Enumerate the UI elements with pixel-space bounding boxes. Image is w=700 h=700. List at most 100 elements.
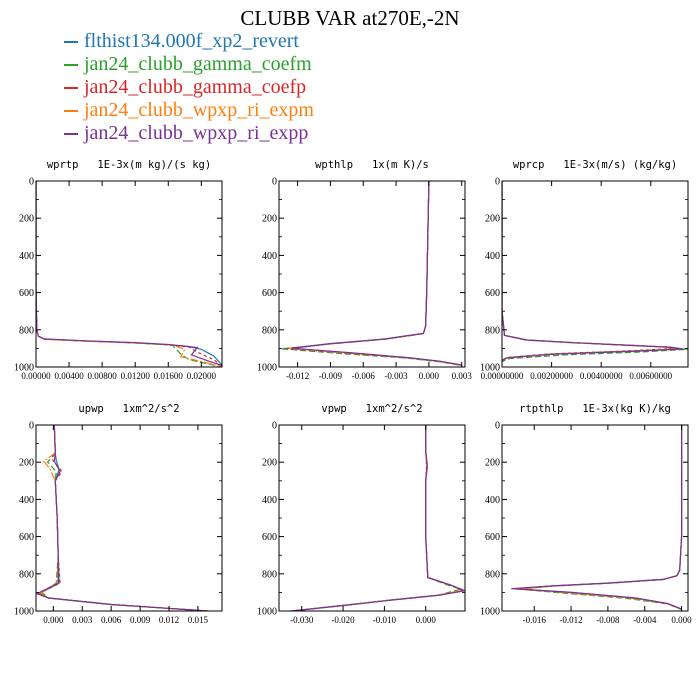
legend-swatch: [64, 41, 78, 44]
x-tick-label: 0.009: [130, 615, 151, 625]
x-tick-label: -0.020: [331, 615, 355, 625]
panel-title: rtpthlp 1E-3x(kg K)/kg: [519, 403, 671, 415]
legend: flthist134.000f_xp2_revert jan24_clubb_ga…: [64, 30, 314, 145]
series-line-2: [291, 425, 465, 611]
y-tick-label: 1000: [257, 607, 277, 618]
x-tick-label: 0.00000000: [481, 371, 524, 381]
plot-frame: [278, 180, 466, 368]
y-tick-label: 400: [19, 251, 34, 262]
y-tick-label: 600: [19, 532, 34, 543]
legend-item: jan24_clubb_wpxp_ri_expm: [64, 99, 314, 122]
x-tick-label: 0.01600: [154, 371, 184, 381]
y-tick-label: 600: [262, 288, 277, 299]
series-line-0: [291, 425, 465, 611]
y-tick-label: 400: [262, 251, 277, 262]
x-tick-label: -0.012: [286, 371, 309, 381]
series-line-3: [39, 425, 208, 611]
y-tick-label: 200: [262, 458, 277, 469]
panel-title: wprcp 1E-3x(m/s) (kg/kg): [513, 159, 677, 171]
series-line-3: [519, 425, 683, 610]
y-tick-label: 600: [19, 288, 34, 299]
series-line-1: [291, 425, 464, 611]
x-tick-label: 0.015: [188, 615, 209, 625]
panel-4: vpwp 1xm^2/s^2 0 200 400 600 800 1000 -0.030 -0.…: [257, 403, 466, 625]
x-tick-label: 0.006: [101, 615, 122, 625]
series-line-1: [281, 181, 462, 367]
series-line-1: [502, 181, 688, 362]
legend-swatch: [64, 64, 78, 67]
series-line-3: [288, 181, 462, 366]
x-tick-label: -0.004: [633, 615, 657, 625]
panel-1: wpthlp 1x(m K)/s02004006008001000-0.012-…: [257, 159, 472, 381]
x-tick-label: 0.00000: [21, 371, 51, 381]
x-tick-label: 0.000: [419, 371, 440, 381]
x-tick-label: -0.009: [319, 371, 343, 381]
series-line-3: [36, 181, 222, 367]
panel-title: wprtp 1E-3x(m kg)/(s kg): [47, 159, 211, 171]
y-tick-label: 400: [19, 495, 34, 506]
panel-5: rtpthlp 1E-3x(kg K)/kg 0 200 400 600 800 1000 -…: [480, 403, 692, 625]
series-line-2: [517, 425, 683, 610]
y-tick-label: 400: [262, 495, 277, 506]
x-tick-label: 0.00600000: [629, 371, 672, 381]
panel-title: upwp 1xm^2/s^2: [78, 403, 179, 415]
legend-label: jan24_clubb_gamma_coefp: [84, 76, 307, 98]
legend-swatch: [64, 87, 78, 90]
plot-frame: [35, 424, 223, 612]
y-tick-label: 0: [495, 177, 500, 188]
legend-swatch: [64, 133, 78, 136]
plot-frame: [501, 424, 689, 612]
y-tick-label: 600: [485, 288, 500, 299]
series-line-4: [36, 181, 222, 367]
series-line-0: [38, 425, 208, 611]
series-line-4: [291, 425, 465, 611]
y-tick-label: 1000: [480, 607, 500, 618]
x-tick-label: 0.00400000: [580, 371, 623, 381]
series-line-4: [290, 181, 462, 366]
legend-label: jan24_clubb_gamma_coefm: [84, 53, 312, 75]
panel-2: wprcp 1E-3x(m/s) (kg/kg) 0 200 400 600 800 100…: [480, 159, 689, 381]
plot-frame: [35, 180, 223, 368]
y-tick-label: 400: [485, 495, 500, 506]
panel-0: wprtp 1E-3x(m kg)/(s kg) 0 200 400 600 800 100…: [14, 159, 223, 381]
x-tick-label: 0.003: [452, 371, 473, 381]
x-tick-label: 0.003: [72, 615, 93, 625]
x-tick-label: -0.012: [559, 615, 582, 625]
x-tick-label: 0.000: [416, 615, 437, 625]
legend-item: jan24_clubb_gamma_coefm: [64, 53, 314, 76]
x-tick-label: 0.000: [43, 615, 64, 625]
y-tick-label: 1000: [257, 363, 277, 374]
y-tick-label: 0: [272, 177, 277, 188]
series-line-2: [502, 181, 674, 361]
legend-item: jan24_clubb_gamma_coefp: [64, 76, 314, 99]
y-tick-label: 400: [485, 251, 500, 262]
series-line-4: [502, 181, 684, 362]
x-tick-label: -0.016: [523, 615, 547, 625]
y-tick-label: 1000: [480, 363, 500, 374]
y-tick-label: 600: [485, 532, 500, 543]
legend-item: flthist134.000f_xp2_revert: [64, 30, 314, 53]
y-tick-label: 600: [262, 532, 277, 543]
panel-title: vpwp 1xm^2/s^2: [321, 403, 422, 415]
series-line-1: [36, 181, 222, 367]
series-line-0: [515, 425, 683, 610]
series-line-0: [36, 181, 222, 366]
legend-label: flthist134.000f_xp2_revert: [84, 30, 299, 52]
series-line-0: [292, 181, 462, 366]
y-tick-label: 200: [262, 214, 277, 225]
y-tick-label: 800: [485, 325, 500, 336]
x-tick-label: -0.003: [384, 371, 408, 381]
series-line-1: [520, 425, 683, 611]
y-tick-label: 200: [19, 458, 34, 469]
x-tick-label: 0.01200: [121, 371, 151, 381]
series-line-1: [40, 425, 208, 611]
x-tick-label: 0.00400: [54, 371, 84, 381]
y-tick-label: 0: [29, 421, 34, 432]
plot-frame: [501, 180, 689, 368]
series-line-2: [36, 181, 222, 367]
series-line-3: [291, 425, 465, 611]
y-tick-label: 800: [19, 325, 34, 336]
legend-item: jan24_clubb_wpxp_ri_expp: [64, 122, 314, 145]
y-tick-label: 0: [29, 177, 34, 188]
figure-title: CLUBB VAR at270E,-2N: [240, 6, 460, 30]
